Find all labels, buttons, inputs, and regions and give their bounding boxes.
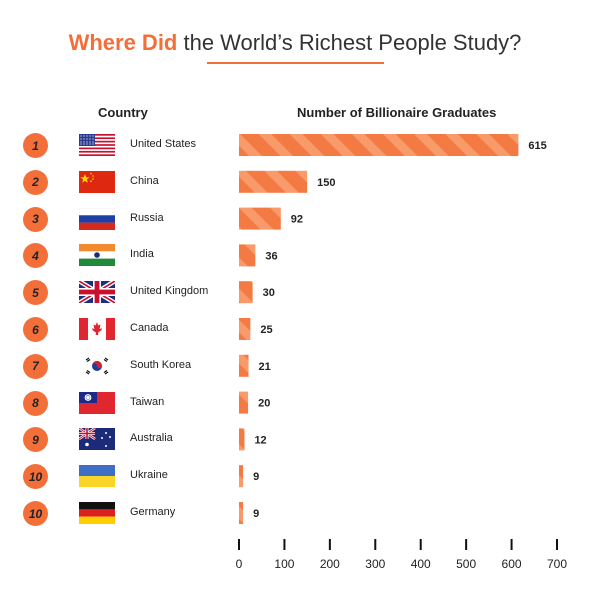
canada-flag-icon: [79, 318, 115, 340]
x-tick-label: 700: [547, 557, 567, 571]
rank-badge: 8: [23, 390, 48, 416]
rank-badge: 2: [23, 169, 48, 195]
value-label: 615: [528, 140, 546, 152]
bar: [239, 134, 519, 156]
country-header: Country: [98, 105, 148, 120]
value-label: 9: [253, 508, 259, 520]
bar: [239, 170, 308, 193]
germany-flag-icon: [79, 502, 115, 524]
rank-badge: 10: [23, 501, 48, 526]
value-header: Number of Billionaire Graduates: [297, 105, 497, 120]
country-name: United States: [130, 138, 197, 150]
bar: [239, 244, 256, 267]
value-label: 21: [259, 361, 271, 373]
x-tick-label: 600: [502, 557, 522, 571]
x-tick-label: 400: [411, 557, 431, 571]
uk-flag-icon: [79, 281, 115, 304]
country-name: United Kingdom: [130, 285, 209, 298]
country-row: 7 South Korea: [0, 349, 590, 383]
country-name: India: [130, 248, 154, 261]
country-name: Taiwan: [130, 395, 165, 408]
country-name: Canada: [130, 322, 169, 334]
value-label: 12: [254, 434, 266, 446]
india-flag-icon: [79, 244, 115, 267]
rank-badge: 9: [23, 427, 48, 453]
australia-flag-icon: [79, 428, 115, 451]
x-tick-label: 200: [320, 557, 340, 571]
us-flag-icon: [79, 134, 115, 156]
x-tick-label: 300: [365, 557, 385, 571]
value-label: 20: [258, 398, 270, 410]
country-row: 6 Canada: [0, 312, 590, 346]
title-rest: the World’s Richest People Study?: [177, 30, 522, 55]
country-name: Australia: [130, 432, 173, 445]
bar: [239, 207, 281, 230]
rank-badge: 4: [23, 243, 48, 269]
south-korea-flag-icon: [79, 354, 115, 377]
country-row: 10 Germany: [0, 496, 590, 530]
rank-badge: 3: [23, 206, 48, 232]
bar: [239, 502, 244, 524]
bar: [239, 318, 251, 340]
rank-badge: 5: [23, 280, 48, 306]
rank-badge: 7: [23, 353, 48, 379]
country-name: South Korea: [130, 358, 192, 371]
country-row: 8 Taiwan: [0, 386, 590, 420]
value-label: 25: [260, 324, 272, 336]
bar: [239, 428, 245, 451]
country-name: Russia: [130, 211, 164, 224]
title-underline: [207, 62, 384, 64]
country-row: 1 United States: [0, 128, 590, 162]
country-row: 10 Ukraine: [0, 459, 590, 493]
country-name: Germany: [130, 506, 176, 518]
title-accent: Where Did: [68, 30, 178, 55]
bar: [239, 281, 253, 304]
bar: [239, 354, 249, 377]
country-row: 5 United Kingdom: [0, 275, 590, 309]
country-name: China: [130, 174, 159, 187]
ukraine-flag-icon: [79, 465, 115, 488]
value-label: 30: [263, 287, 275, 299]
rank-badge: 10: [23, 464, 48, 490]
china-flag-icon: [79, 170, 115, 193]
country-row: 9 Australia: [0, 422, 590, 456]
x-tick-label: 100: [274, 557, 294, 571]
chart-title: Where Did the World’s Richest People Stu…: [0, 30, 590, 56]
country-row: 2 China: [0, 165, 590, 199]
russia-flag-icon: [79, 207, 115, 230]
taiwan-flag-icon: [79, 391, 115, 414]
x-tick-label: 0: [236, 557, 243, 571]
rank-badge: 1: [23, 133, 48, 158]
value-label: 92: [291, 214, 303, 226]
country-name: Ukraine: [130, 469, 168, 482]
value-label: 150: [317, 177, 335, 189]
value-label: 36: [265, 250, 277, 262]
country-row: 4 India: [0, 238, 590, 272]
bar: [239, 391, 249, 414]
bar: [239, 465, 244, 488]
x-tick-label: 500: [456, 557, 476, 571]
value-label: 9: [253, 471, 259, 483]
rank-badge: 6: [23, 317, 48, 342]
country-row: 3 Russia: [0, 202, 590, 236]
